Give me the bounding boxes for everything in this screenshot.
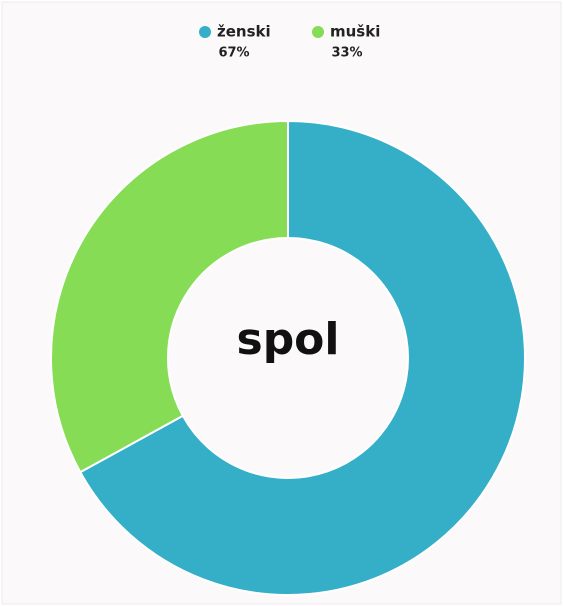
- legend-swatch: [312, 26, 324, 38]
- legend-label: ženski: [217, 23, 271, 41]
- legend-value: 67%: [218, 46, 249, 61]
- donut-segment: [50, 119, 289, 474]
- legend-swatch: [199, 26, 211, 38]
- donut-segment: [78, 119, 526, 596]
- donut: [50, 119, 526, 596]
- center-label: spol: [237, 314, 340, 365]
- legend-value: 33%: [331, 46, 362, 61]
- legend-label: muški: [330, 23, 380, 41]
